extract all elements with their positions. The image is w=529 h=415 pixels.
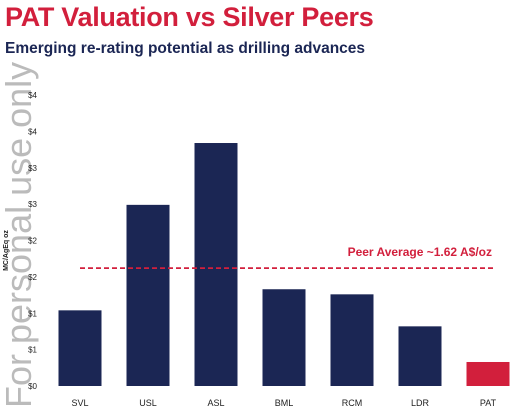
y-tick-label: $1 bbox=[28, 346, 37, 355]
peer-average-line: Peer Average ~1.62 A$/oz bbox=[80, 245, 496, 270]
bar-usl bbox=[126, 204, 170, 386]
y-tick-label: $4 bbox=[28, 91, 37, 100]
y-tick-label: $3 bbox=[28, 200, 37, 209]
x-tick-label: PAT bbox=[480, 398, 497, 408]
page-subtitle: Emerging re-rating potential as drilling… bbox=[5, 40, 366, 57]
y-axis: $0 $1 $1 $2 $2 $3 $3 $4 $4 MC/AgEq oz bbox=[3, 91, 38, 391]
x-tick-label: USL bbox=[139, 398, 157, 408]
x-tick-label: RCM bbox=[342, 398, 363, 408]
bar-series bbox=[58, 143, 510, 386]
bar-pat bbox=[466, 361, 510, 386]
y-tick-label: $0 bbox=[28, 382, 37, 391]
page-title: PAT Valuation vs Silver Peers bbox=[5, 2, 374, 32]
x-tick-label: SVL bbox=[71, 398, 88, 408]
x-tick-label: BML bbox=[275, 398, 294, 408]
x-tick-label: ASL bbox=[207, 398, 224, 408]
average-label: Peer Average ~1.62 A$/oz bbox=[348, 245, 492, 259]
y-tick-label: $1 bbox=[28, 309, 37, 318]
bar-rcm bbox=[330, 294, 374, 386]
y-tick-label: $3 bbox=[28, 164, 37, 173]
x-axis: SVL USL ASL BML RCM LDR PAT bbox=[71, 398, 496, 408]
bar-asl bbox=[194, 143, 238, 386]
bar-ldr bbox=[398, 326, 442, 386]
bar-bml bbox=[262, 289, 306, 386]
y-tick-label: $2 bbox=[28, 273, 37, 282]
x-tick-label: LDR bbox=[411, 398, 430, 408]
y-tick-label: $4 bbox=[28, 127, 37, 136]
bar-svl bbox=[58, 310, 102, 386]
y-axis-label: MC/AgEq oz bbox=[3, 230, 10, 271]
y-tick-label: $2 bbox=[28, 237, 37, 246]
